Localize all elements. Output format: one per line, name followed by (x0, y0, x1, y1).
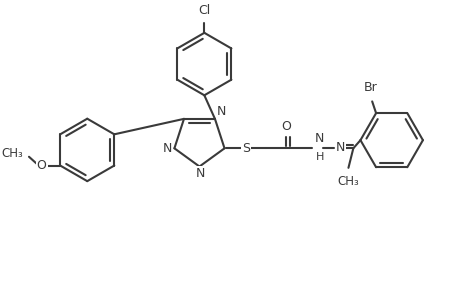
Text: S: S (241, 142, 249, 155)
Text: N: N (163, 142, 172, 155)
Text: H: H (315, 152, 324, 162)
Text: Br: Br (363, 81, 376, 94)
Text: Cl: Cl (198, 4, 210, 17)
Text: O: O (37, 159, 46, 172)
Text: CH₃: CH₃ (1, 147, 23, 160)
Text: N: N (217, 105, 226, 118)
Text: N: N (196, 167, 205, 181)
Text: O: O (280, 120, 290, 133)
Text: CH₃: CH₃ (337, 175, 358, 188)
Text: N: N (335, 141, 344, 154)
Text: N: N (313, 132, 323, 146)
